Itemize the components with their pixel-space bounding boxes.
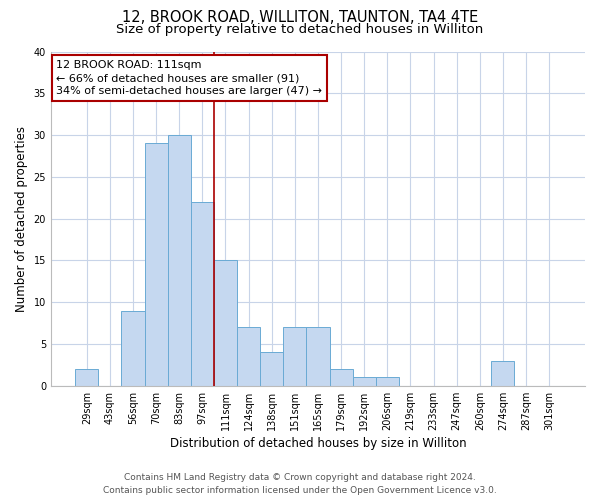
Bar [329, 369, 353, 386]
Bar [214, 260, 237, 386]
Bar [237, 328, 260, 386]
Bar [191, 202, 214, 386]
Bar [491, 360, 514, 386]
Y-axis label: Number of detached properties: Number of detached properties [15, 126, 28, 312]
Bar [145, 144, 167, 386]
Bar [307, 328, 329, 386]
Bar [353, 378, 376, 386]
Bar [376, 378, 399, 386]
Text: Size of property relative to detached houses in Williton: Size of property relative to detached ho… [116, 22, 484, 36]
Text: 12 BROOK ROAD: 111sqm
← 66% of detached houses are smaller (91)
34% of semi-deta: 12 BROOK ROAD: 111sqm ← 66% of detached … [56, 60, 322, 96]
Text: Contains HM Land Registry data © Crown copyright and database right 2024.
Contai: Contains HM Land Registry data © Crown c… [103, 474, 497, 495]
Bar [260, 352, 283, 386]
Bar [121, 310, 145, 386]
X-axis label: Distribution of detached houses by size in Williton: Distribution of detached houses by size … [170, 437, 466, 450]
Bar [167, 135, 191, 386]
Bar [283, 328, 307, 386]
Bar [75, 369, 98, 386]
Text: 12, BROOK ROAD, WILLITON, TAUNTON, TA4 4TE: 12, BROOK ROAD, WILLITON, TAUNTON, TA4 4… [122, 10, 478, 25]
